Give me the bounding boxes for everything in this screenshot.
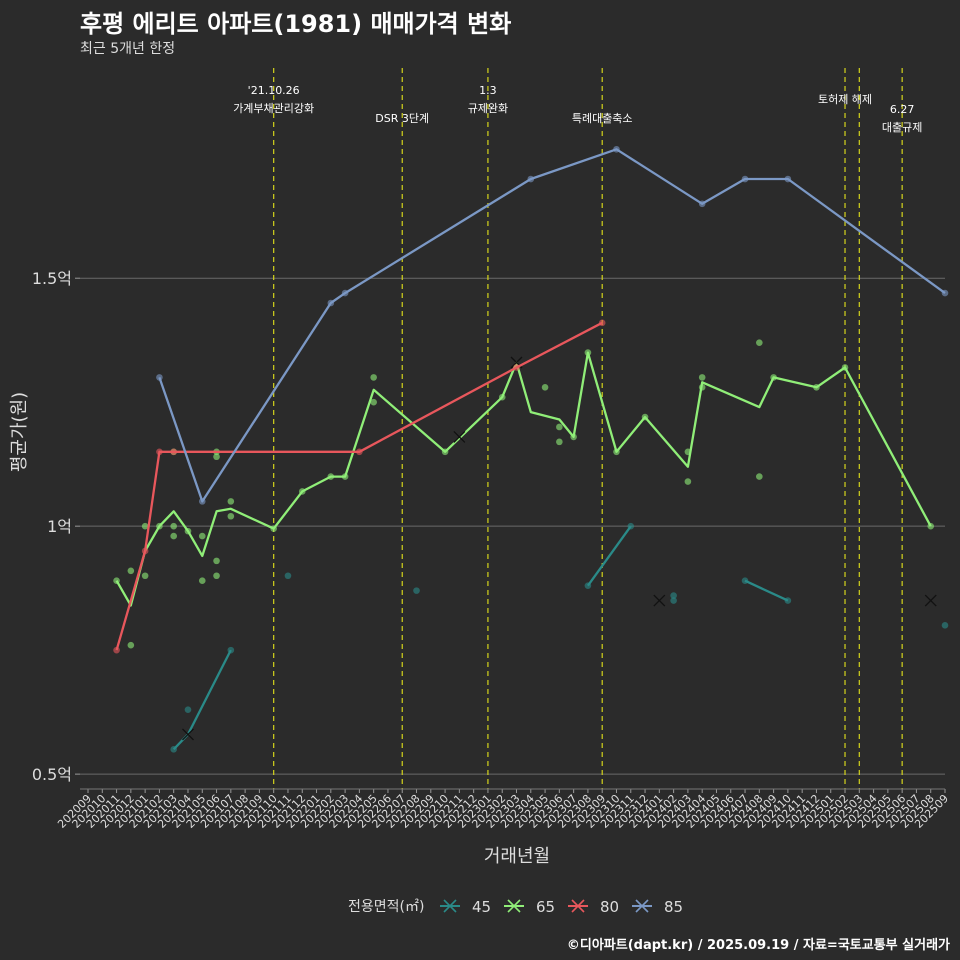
chart-caption: ©디아파트(dapt.kr) / 2025.09.19 / 자료=국토교통부 실… <box>566 938 950 953</box>
legend-cross <box>507 899 521 913</box>
y-grid: 0.5억1억1.5억202009202010202011202012202101… <box>32 269 951 831</box>
series-line <box>115 321 603 651</box>
chart-title: 후평 에리트 아파트(1981) 매매가격 변화 <box>80 10 512 38</box>
series-65 <box>113 339 935 649</box>
legend-label: 45 <box>472 898 491 916</box>
cross-marker <box>453 430 466 443</box>
series-line <box>172 649 232 751</box>
data-point <box>184 706 192 713</box>
data-point <box>198 577 206 585</box>
series-layer <box>113 145 949 753</box>
event-label: DSR 3단계 <box>375 112 429 125</box>
series-line <box>158 148 946 503</box>
legend-label: 80 <box>600 898 619 916</box>
cross-stroke <box>453 430 466 443</box>
series-line <box>744 579 789 602</box>
legend-label: 85 <box>664 898 683 916</box>
event-label: 특례대출축소 <box>572 112 633 125</box>
data-point <box>670 597 677 604</box>
y-tick-label: 0.5억 <box>32 765 72 784</box>
data-point <box>556 423 563 431</box>
series-85 <box>156 145 949 505</box>
data-point <box>198 532 206 540</box>
data-point <box>213 453 220 461</box>
data-point <box>227 498 235 505</box>
legend-cross <box>443 899 457 913</box>
data-point <box>127 641 135 649</box>
series-80 <box>113 319 606 654</box>
legend-cross <box>635 899 649 913</box>
y-axis-label: 평균가(원) <box>9 392 30 472</box>
data-point <box>370 374 377 381</box>
data-point <box>670 592 677 599</box>
data-point <box>756 473 763 480</box>
event-label: 규제완화 <box>468 102 508 115</box>
event-label: 토허제 해제 <box>818 92 872 106</box>
data-point <box>227 512 235 520</box>
legend-item-65: 65 <box>504 898 555 916</box>
data-point <box>756 339 763 346</box>
data-point <box>213 557 220 565</box>
cross-marker <box>653 594 666 607</box>
y-tick-label: 1.5억 <box>32 269 72 288</box>
cross-marker <box>182 728 194 741</box>
event-label: 6.27 <box>890 103 915 116</box>
legend-item-45: 45 <box>440 898 491 916</box>
series-line <box>586 525 632 587</box>
cross-stroke <box>182 728 194 741</box>
cross-stroke <box>510 356 523 369</box>
axes: 거래년월 평균가(원) <box>9 392 945 867</box>
data-point <box>284 572 292 580</box>
cross-marker <box>924 594 937 607</box>
series-line <box>115 351 932 607</box>
legend-item-80: 80 <box>568 898 619 916</box>
legend-item-85: 85 <box>632 898 683 916</box>
data-point <box>698 374 706 381</box>
data-point <box>556 438 563 446</box>
y-tick-label: 1억 <box>47 517 72 536</box>
data-point <box>170 522 177 530</box>
data-point <box>141 572 149 580</box>
data-point <box>127 567 135 575</box>
legend-cross <box>571 899 585 913</box>
data-point <box>541 384 549 391</box>
event-label: 1.3 <box>479 84 497 97</box>
legend: 전용면적(㎡) 45 65 80 85 <box>348 898 683 916</box>
data-point <box>684 478 692 485</box>
event-label: 가계부채관리강화 <box>233 102 314 115</box>
event-label: '21.10.26 <box>248 84 300 97</box>
legend-title: 전용면적(㎡) <box>348 899 424 915</box>
data-point <box>941 622 949 629</box>
data-point <box>413 587 420 594</box>
data-point <box>170 532 177 540</box>
data-point <box>141 522 149 530</box>
event-label: 대출규제 <box>882 121 922 134</box>
chart-subtitle: 최근 5개년 한정 <box>80 41 176 57</box>
data-point <box>370 398 377 406</box>
x-axis-label: 거래년월 <box>484 846 550 867</box>
series-45 <box>170 522 949 753</box>
legend-label: 65 <box>536 898 555 916</box>
cross-stroke <box>924 594 937 607</box>
data-point <box>213 572 220 580</box>
cross-stroke <box>653 594 666 607</box>
